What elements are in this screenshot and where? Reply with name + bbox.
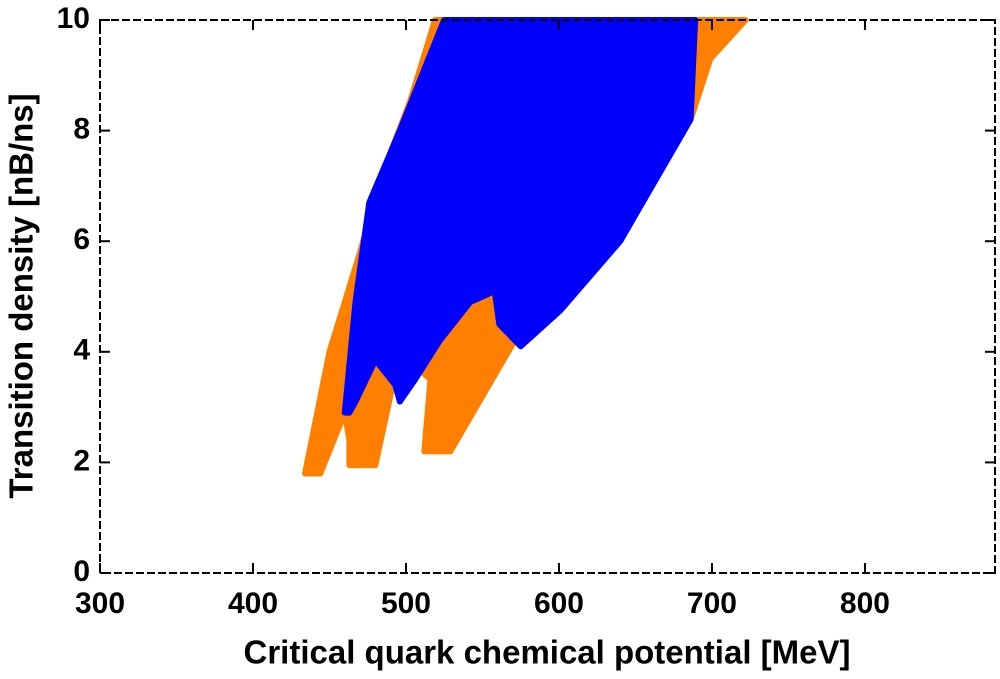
plot-frame bbox=[99, 19, 996, 574]
x-tick-label: 300 bbox=[75, 587, 125, 620]
y-tick-label: 2 bbox=[73, 444, 90, 477]
y-axis-label: Transition density [nB/ns] bbox=[3, 93, 40, 498]
y-tick-label: 0 bbox=[73, 555, 90, 588]
x-axis-label: Critical quark chemical potential [MeV] bbox=[244, 634, 851, 671]
x-tick-label: 700 bbox=[687, 587, 737, 620]
y-tick-label: 10 bbox=[57, 2, 90, 35]
x-tick-label: 400 bbox=[228, 587, 278, 620]
y-tick-label: 8 bbox=[73, 113, 90, 146]
x-tick-label: 800 bbox=[840, 587, 890, 620]
x-tick-label: 600 bbox=[534, 587, 584, 620]
y-tick-label: 4 bbox=[73, 334, 90, 367]
point-cloud bbox=[341, 17, 699, 416]
x-tick-label: 500 bbox=[381, 587, 431, 620]
y-tick-label: 6 bbox=[73, 223, 90, 256]
